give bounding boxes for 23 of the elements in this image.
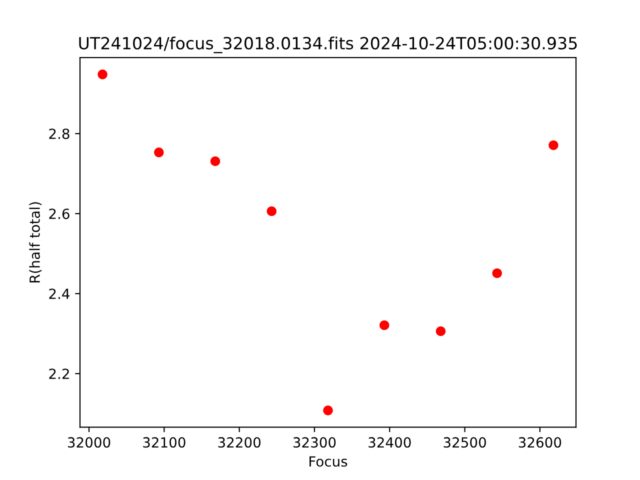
y-tick-label: 2.8: [49, 128, 70, 140]
point: [154, 148, 164, 158]
point: [323, 406, 333, 416]
x-tick-label: 32100: [143, 437, 186, 448]
point: [436, 326, 446, 336]
y-axis-title: R(half total): [29, 202, 42, 282]
point: [380, 320, 390, 330]
x-tick-label: 32500: [444, 437, 486, 448]
point: [492, 268, 502, 278]
x-tick-label: 32200: [218, 437, 260, 448]
point: [548, 140, 558, 150]
x-tick-label: 32400: [368, 437, 411, 448]
x-tick-label: 32000: [68, 437, 110, 448]
chart-title: UT241024/focus_32018.0134.fits 2024-10-24T05:00:30.935: [79, 36, 577, 54]
x-tick-label: 32300: [293, 437, 336, 448]
y-tick-label: 2.6: [49, 208, 70, 220]
y-tick-label: 2.4: [49, 288, 70, 299]
y-tick-label: 2.2: [49, 368, 69, 379]
point: [210, 156, 220, 166]
x-axis-title: Focus: [310, 456, 348, 467]
x-tick-label: 32600: [518, 437, 562, 448]
point: [266, 206, 276, 216]
point: [98, 70, 108, 80]
